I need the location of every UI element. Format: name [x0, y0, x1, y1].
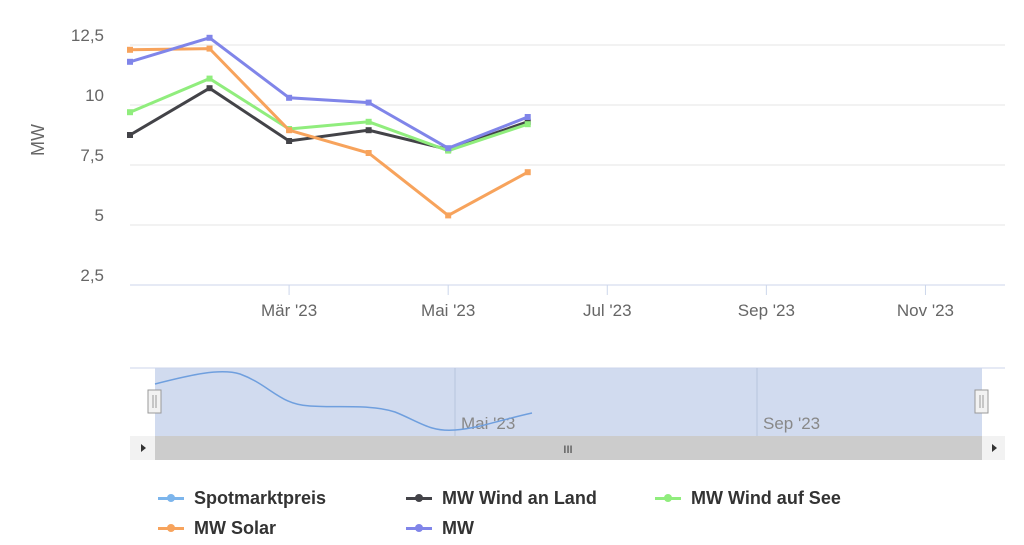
data-point[interactable] [206, 34, 213, 41]
legend-symbol-icon [158, 524, 184, 532]
legend-label: MW [442, 518, 474, 538]
x-tick-label: Mär '23 [261, 301, 317, 320]
data-point[interactable] [286, 138, 293, 144]
data-point[interactable] [206, 75, 213, 82]
data-point[interactable] [286, 127, 293, 134]
data-point[interactable] [365, 99, 372, 106]
scroll-right-icon[interactable] [992, 444, 997, 452]
legend-symbol-icon [406, 494, 432, 502]
x-tick-label: Jul '23 [583, 301, 632, 320]
legend-symbol-icon [158, 494, 184, 502]
series-line-mw-wind-auf-see[interactable] [129, 76, 529, 153]
chart-svg: 2,5 5 7,5 10 12,5 MW Mär '23 Mai '23 Jul '23 Se… [28, 26, 1005, 460]
legend-item[interactable]: MW Solar [158, 518, 276, 539]
y-tick-label: 2,5 [80, 266, 104, 285]
scroll-left-icon[interactable] [141, 444, 146, 452]
legend-symbol-icon [406, 524, 432, 532]
data-point[interactable] [286, 94, 293, 101]
series-line-mw-solar[interactable] [129, 47, 529, 218]
legend-label: MW Wind auf See [691, 488, 841, 508]
data-point[interactable] [524, 169, 531, 176]
data-point[interactable] [524, 114, 531, 120]
x-tick-label: Mai '23 [421, 301, 475, 320]
data-point[interactable] [127, 109, 133, 116]
legend-symbol-icon [655, 494, 681, 502]
navigator-label: Sep '23 [763, 414, 820, 433]
legend-item[interactable]: MW [406, 518, 474, 539]
data-point[interactable] [127, 132, 133, 138]
y-axis-label: MW [28, 124, 48, 156]
data-point[interactable] [445, 145, 452, 152]
data-point[interactable] [365, 150, 372, 156]
series-line-mw[interactable] [129, 36, 529, 150]
legend-item[interactable]: MW Wind an Land [406, 488, 597, 509]
legend-label: MW Wind an Land [442, 488, 597, 508]
data-point[interactable] [365, 127, 372, 134]
navigator-series-spotmarktpreis [154, 371, 533, 431]
y-tick-label: 7,5 [80, 146, 104, 165]
legend-label: Spotmarktpreis [194, 488, 327, 508]
y-tick-label: 5 [95, 206, 104, 225]
data-point[interactable] [206, 45, 213, 52]
data-point[interactable] [365, 118, 372, 125]
y-tick-label: 10 [85, 86, 104, 105]
legend-item[interactable]: Spotmarktpreis [158, 488, 326, 509]
y-tick-label: 12,5 [71, 26, 104, 45]
scrollbar-thumb[interactable] [155, 436, 982, 460]
data-point[interactable] [127, 58, 133, 65]
scrollbar-grip: III [563, 444, 572, 456]
legend-label: MW Solar [194, 518, 277, 538]
data-point[interactable] [127, 46, 133, 53]
x-tick-label: Nov '23 [897, 301, 954, 320]
data-point[interactable] [524, 121, 531, 128]
x-tick-label: Sep '23 [738, 301, 795, 320]
navigator-handle[interactable] [147, 389, 162, 414]
data-point[interactable] [206, 85, 213, 92]
navigator-selected-range[interactable] [155, 368, 982, 436]
navigator-handle[interactable] [974, 389, 989, 414]
data-point[interactable] [445, 212, 452, 219]
legend-item[interactable]: MW Wind auf See [655, 488, 841, 509]
